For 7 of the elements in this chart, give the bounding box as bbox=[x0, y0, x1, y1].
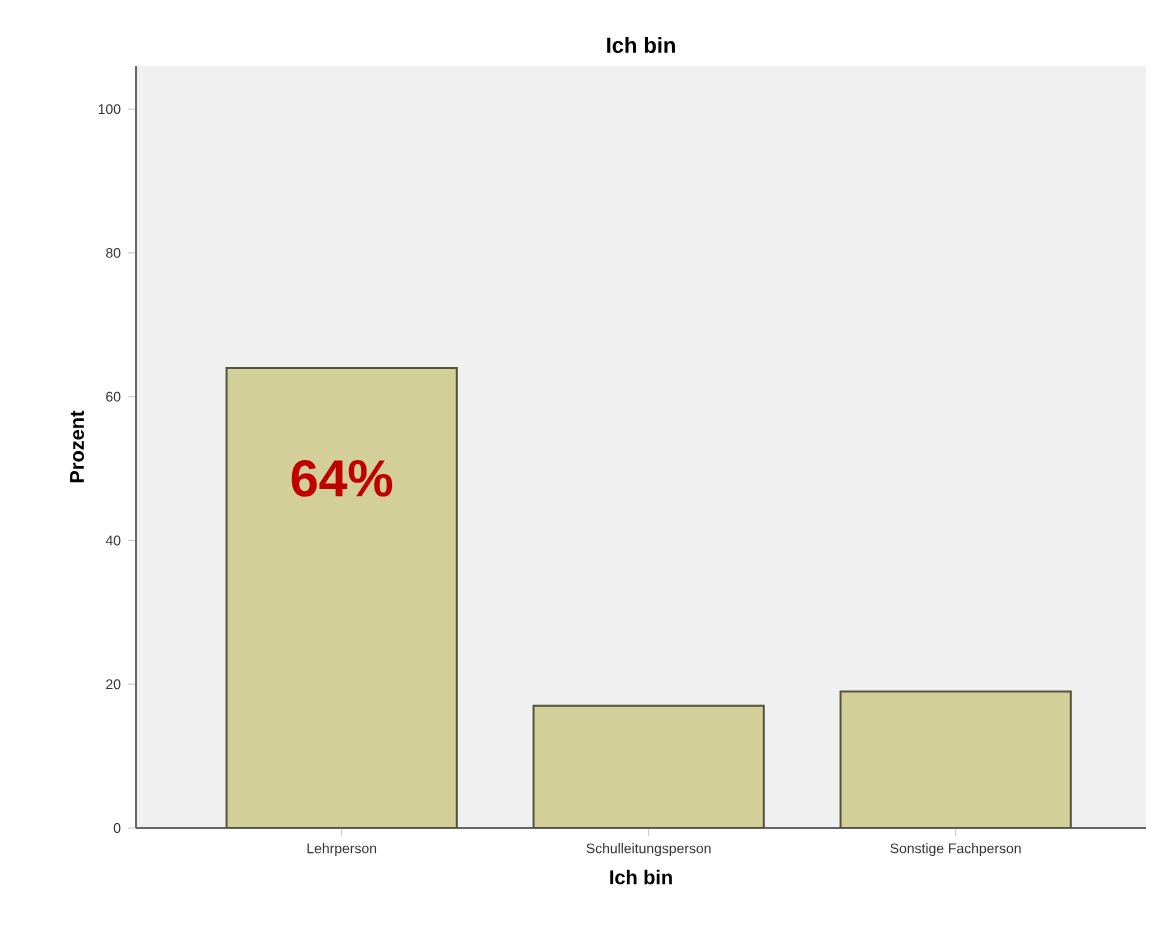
chart-title: Ich bin bbox=[607, 36, 675, 53]
data-label: 64% bbox=[291, 459, 393, 497]
y-axis-title: Prozent bbox=[70, 410, 84, 483]
bar bbox=[532, 704, 765, 828]
x-axis-title: Ich bin bbox=[610, 869, 672, 885]
bar bbox=[225, 366, 458, 828]
bar bbox=[839, 690, 1072, 828]
